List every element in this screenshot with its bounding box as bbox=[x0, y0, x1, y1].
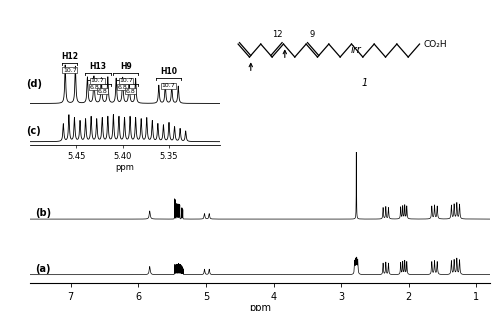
Text: H13: H13 bbox=[89, 62, 106, 71]
Text: 10.7: 10.7 bbox=[63, 67, 76, 73]
Text: H12: H12 bbox=[62, 52, 78, 61]
X-axis label: ppm: ppm bbox=[249, 304, 271, 311]
Text: 10.7: 10.7 bbox=[91, 78, 104, 83]
Text: irr: irr bbox=[351, 45, 362, 55]
Text: (b): (b) bbox=[36, 208, 52, 218]
Text: (c): (c) bbox=[26, 126, 41, 136]
Text: 9: 9 bbox=[309, 30, 314, 39]
Text: (d): (d) bbox=[26, 79, 42, 89]
Text: 6.8: 6.8 bbox=[90, 85, 100, 90]
Text: H9: H9 bbox=[120, 62, 132, 71]
Text: H10: H10 bbox=[160, 67, 177, 76]
Text: 12: 12 bbox=[272, 30, 283, 39]
Text: 10.7: 10.7 bbox=[119, 78, 133, 83]
Text: 6.8: 6.8 bbox=[118, 85, 128, 90]
Text: (a): (a) bbox=[36, 263, 51, 274]
X-axis label: ppm: ppm bbox=[116, 163, 134, 172]
Text: 6.8: 6.8 bbox=[98, 89, 107, 94]
Text: 10.7: 10.7 bbox=[162, 83, 175, 88]
Text: 6.8: 6.8 bbox=[126, 89, 136, 94]
Text: CO₂H: CO₂H bbox=[424, 39, 447, 49]
Text: 1: 1 bbox=[362, 78, 368, 88]
